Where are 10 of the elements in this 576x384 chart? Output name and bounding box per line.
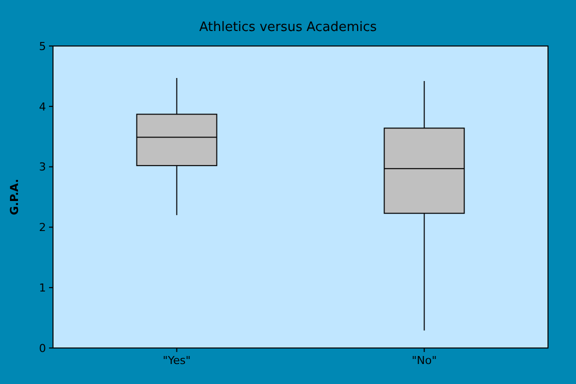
y-axis-title: G.P.A. [8, 178, 21, 216]
y-tick-label: 4 [39, 100, 46, 114]
y-tick-label: 5 [39, 40, 46, 53]
chart-title: Athletics versus Academics [199, 20, 377, 35]
x-tick-label: "No" [412, 354, 437, 367]
x-tick-label: "Yes" [162, 354, 191, 367]
y-tick-label: 3 [39, 160, 46, 174]
y-tick-label: 2 [39, 221, 46, 234]
y-tick-label: 0 [39, 342, 46, 355]
y-tick-label: 1 [39, 281, 46, 294]
